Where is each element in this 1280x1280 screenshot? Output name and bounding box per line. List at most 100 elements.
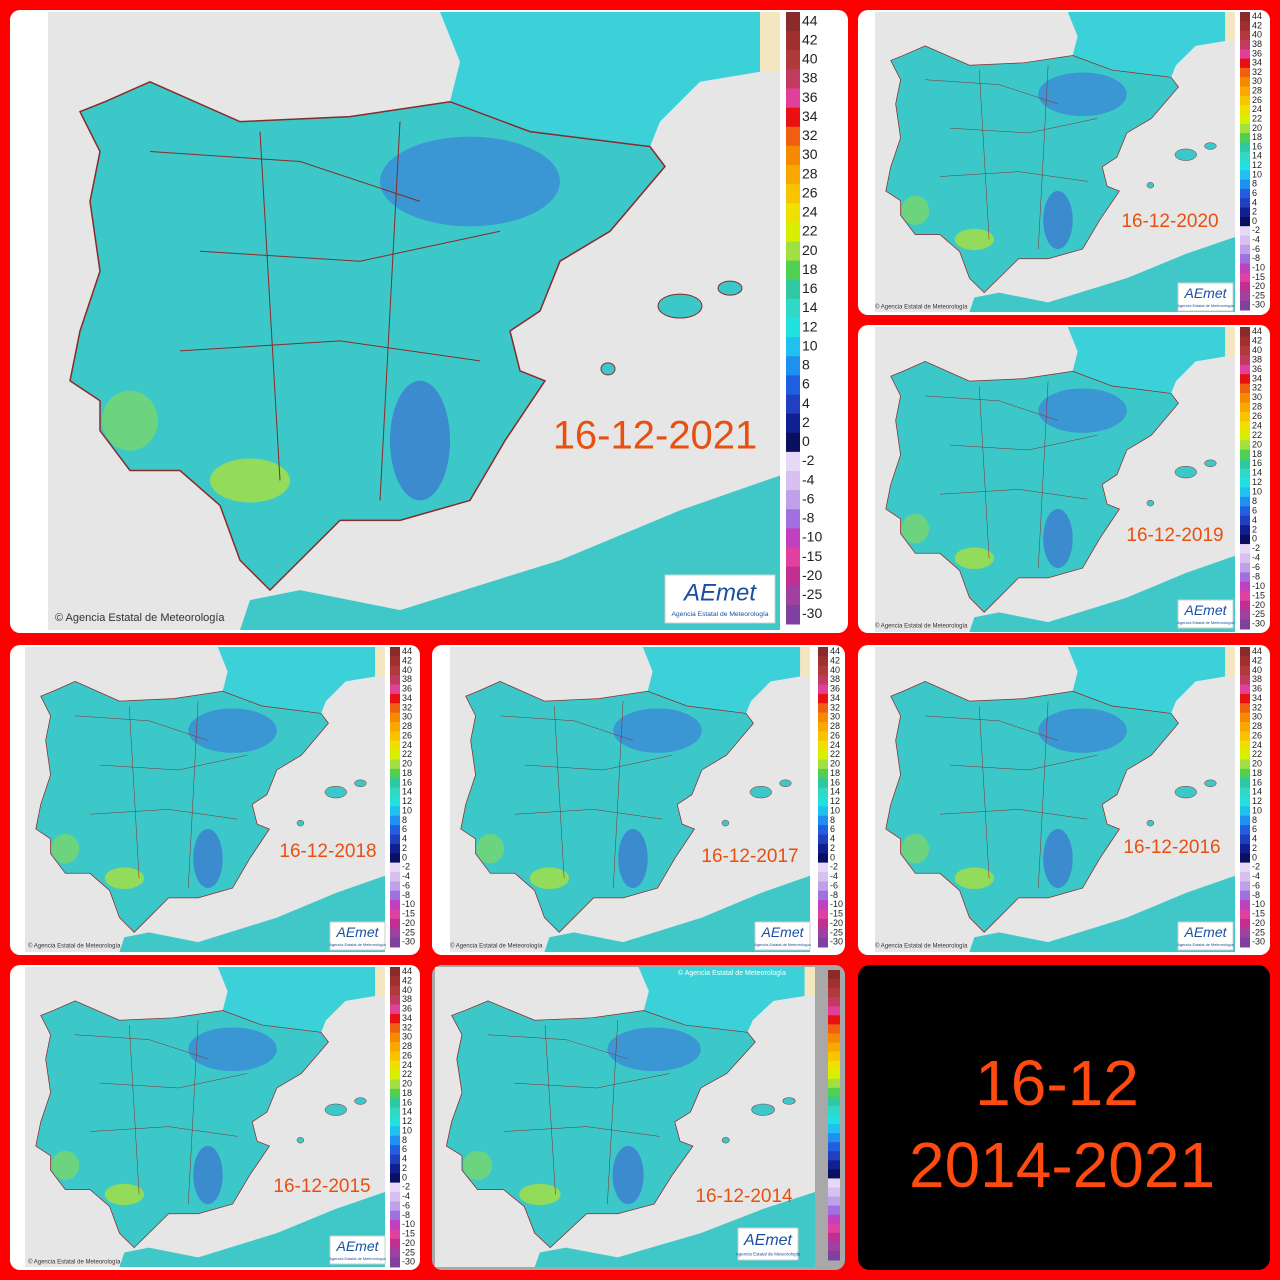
legend-label: 6 xyxy=(402,1144,407,1154)
legend-label: 22 xyxy=(1252,749,1262,759)
legend-swatch xyxy=(828,1223,840,1234)
logo-subtitle: Agencia Estatal de Meteorología xyxy=(754,942,811,947)
legend-label: 8 xyxy=(1252,815,1257,825)
legend-label: 0 xyxy=(1252,534,1257,544)
legend-swatch xyxy=(786,337,800,357)
legend-swatch xyxy=(390,806,400,817)
legend-label: 0 xyxy=(402,1172,407,1182)
legend-label: 22 xyxy=(402,1069,412,1079)
legend-label: 10 xyxy=(1252,487,1262,497)
logo-subtitle: Agencia Estatal de Meteorología xyxy=(329,1256,386,1261)
legend-swatch xyxy=(1240,843,1250,854)
legend-swatch xyxy=(828,1124,840,1134)
legend-swatch xyxy=(1240,402,1250,413)
legend-label: -15 xyxy=(830,909,843,919)
legend-swatch xyxy=(390,656,400,667)
legend-swatch xyxy=(1240,272,1250,283)
legend-label: 18 xyxy=(1252,768,1262,778)
legend-swatch xyxy=(786,241,800,262)
legend-label: -4 xyxy=(402,1191,410,1201)
legend-swatch xyxy=(1240,591,1250,602)
legend-label: -2 xyxy=(802,452,815,468)
map xyxy=(435,967,815,1267)
legend-swatch xyxy=(390,928,400,939)
legend-label: -10 xyxy=(402,1219,415,1229)
legend-swatch xyxy=(818,759,828,770)
legend-label: 14 xyxy=(402,1107,412,1117)
legend-label: 40 xyxy=(830,665,840,675)
legend-label: 40 xyxy=(402,665,412,675)
legend-label: -4 xyxy=(1252,553,1260,563)
legend-label: 34 xyxy=(830,693,840,703)
legend-label: -30 xyxy=(1252,300,1265,310)
legend-swatch xyxy=(786,432,800,453)
legend-label: 38 xyxy=(1252,354,1262,364)
legend-label: 44 xyxy=(402,646,412,656)
legend-swatch xyxy=(1240,862,1250,873)
date-label: 16-12-2021 xyxy=(553,414,758,458)
legend-label: 38 xyxy=(802,70,818,86)
legend-swatch xyxy=(786,547,800,568)
legend-swatch xyxy=(818,909,828,920)
legend-swatch xyxy=(786,145,800,166)
legend-label: 10 xyxy=(1252,805,1262,815)
legend-swatch xyxy=(390,834,400,845)
legend-swatch xyxy=(390,1126,400,1137)
legend-label: -6 xyxy=(1252,880,1260,890)
legend-swatch xyxy=(828,997,840,1007)
legend-swatch xyxy=(390,1098,400,1109)
legend-swatch xyxy=(818,928,828,939)
legend-swatch xyxy=(390,900,400,910)
legend-swatch xyxy=(1240,534,1250,545)
legend-swatch xyxy=(828,1069,840,1080)
legend-label: -15 xyxy=(1252,590,1265,600)
legend-label: -8 xyxy=(1252,253,1260,263)
legend-swatch xyxy=(1240,515,1250,526)
legend-label: 20 xyxy=(830,759,840,769)
legend-swatch xyxy=(390,1163,400,1174)
legend-label: -8 xyxy=(402,1210,410,1220)
date-label: 16-12-2016 xyxy=(1123,837,1220,858)
legend-label: 4 xyxy=(402,834,407,844)
legend-swatch xyxy=(786,490,800,510)
legend-swatch xyxy=(1240,740,1250,751)
legend-label: 42 xyxy=(402,655,412,665)
legend-swatch xyxy=(1240,393,1250,403)
legend-label: 12 xyxy=(830,796,840,806)
legend-label: -20 xyxy=(1252,281,1265,291)
credit: © Agencia Estatal de Meteorología xyxy=(28,1259,121,1266)
legend-swatch xyxy=(828,1142,840,1152)
legend-label: -6 xyxy=(402,1200,410,1210)
legend-label: 26 xyxy=(1252,95,1262,105)
legend-label: -4 xyxy=(402,871,410,881)
date-label: 16-12-2017 xyxy=(701,846,798,867)
legend-label: -2 xyxy=(402,862,410,872)
legend-label: 44 xyxy=(802,12,818,28)
legend-swatch xyxy=(390,890,400,901)
legend-swatch xyxy=(1240,825,1250,835)
legend-swatch xyxy=(390,825,400,835)
legend-label: 26 xyxy=(402,1050,412,1060)
legend-swatch xyxy=(1240,918,1250,929)
legend-label: 34 xyxy=(402,1013,412,1023)
legend-label: -10 xyxy=(1252,899,1265,909)
logo: AEmet xyxy=(682,580,757,607)
legend-swatch xyxy=(786,107,800,128)
date-label: 16-12-2018 xyxy=(279,841,376,862)
legend-swatch xyxy=(1240,610,1250,621)
legend-swatch xyxy=(1240,282,1250,292)
legend-label: 6 xyxy=(1252,188,1257,198)
legend-swatch xyxy=(1240,731,1250,742)
legend-swatch xyxy=(1240,207,1250,218)
legend-swatch xyxy=(1240,105,1250,115)
legend-swatch xyxy=(390,1229,400,1240)
legend-label: 26 xyxy=(1252,411,1262,421)
legend-swatch xyxy=(1240,161,1250,171)
legend-label: 16 xyxy=(1252,777,1262,787)
legend-label: 2 xyxy=(1252,524,1257,534)
legend-swatch xyxy=(818,731,828,742)
credit: © Agencia Estatal de Meteorología xyxy=(875,943,968,950)
legend-label: -2 xyxy=(1252,862,1260,872)
legend-swatch xyxy=(1240,430,1250,441)
legend-label: 0 xyxy=(402,852,407,862)
